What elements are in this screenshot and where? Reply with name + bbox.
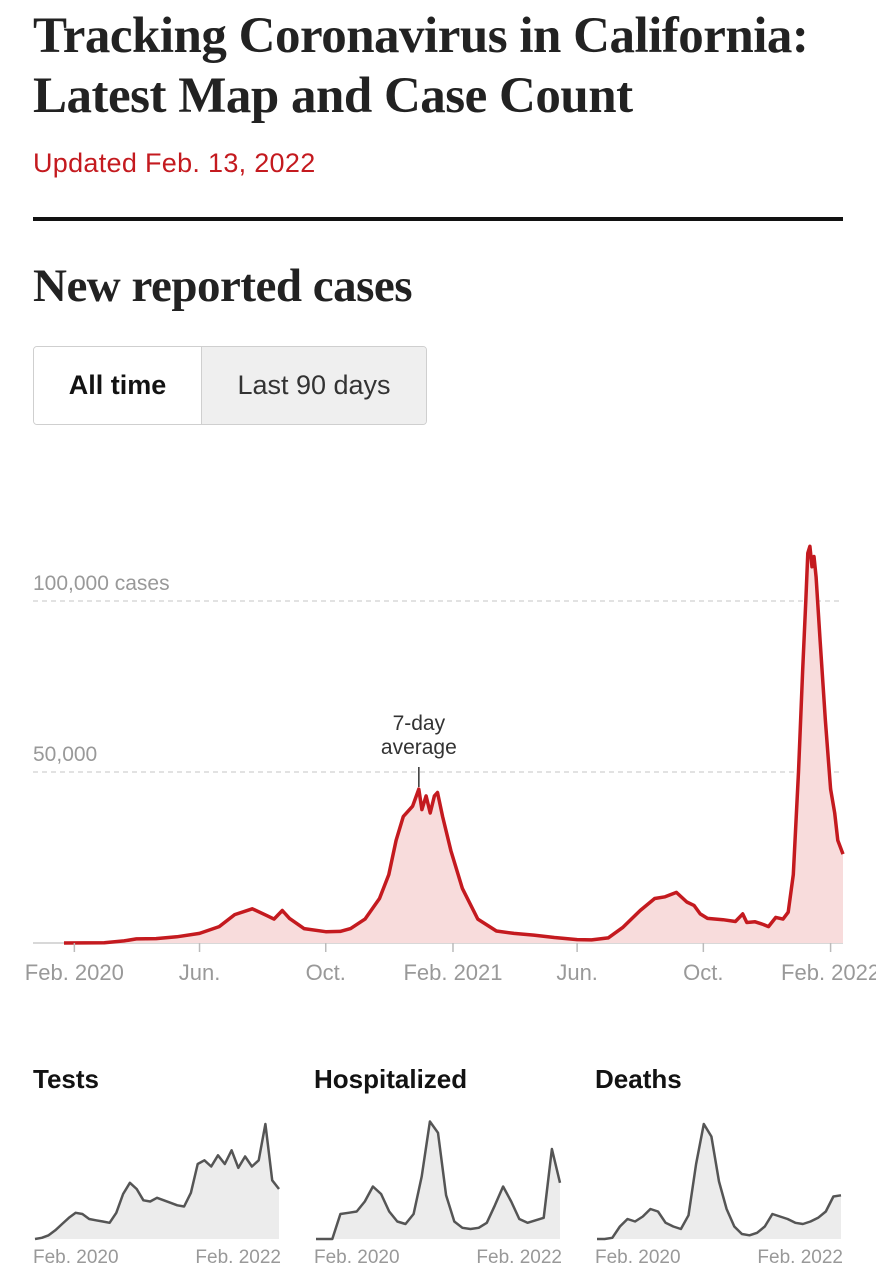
x-tick-label: Oct. <box>683 960 723 985</box>
headline-line-1: Tracking Coronavirus in California: <box>33 8 809 64</box>
deaths-title: Deaths <box>595 1064 682 1094</box>
deaths-sparkline: Feb. 2020 Feb. 2022 <box>595 1122 843 1268</box>
sparkline-area <box>316 1121 560 1239</box>
hospitalized-title: Hospitalized <box>314 1064 468 1094</box>
section-divider <box>33 217 843 221</box>
updated-timestamp: Updated Feb. 13, 2022 <box>33 148 316 178</box>
toggle-all-time[interactable]: All time <box>34 347 202 424</box>
sparkline-end-label: Feb. 2022 <box>757 1247 843 1268</box>
x-tick-label: Jun. <box>556 960 598 985</box>
tests-sparkline: Feb. 2020 Feb. 2022 <box>33 1122 281 1268</box>
sparkline-start-label: Feb. 2020 <box>314 1247 400 1268</box>
x-tick-label: Oct. <box>306 960 346 985</box>
toggle-last-90-days[interactable]: Last 90 days <box>202 347 426 424</box>
x-tick-label: Jun. <box>179 960 221 985</box>
headline: Tracking Coronavirus in California: Late… <box>33 6 853 126</box>
sparkline-area <box>35 1124 279 1239</box>
x-tick-label: Feb. 2020 <box>25 960 124 985</box>
time-range-toggle: All time Last 90 days <box>33 346 427 425</box>
headline-line-2: Latest Map and Case Count <box>33 68 633 124</box>
cases-chart: 100,000 cases 50,000 Feb. 2020 Jun. Oct. Feb.… <box>25 544 876 985</box>
y-tick-label: 100,000 cases <box>33 572 170 595</box>
sparkline-line <box>34 1122 280 1241</box>
tests-title: Tests <box>33 1064 99 1094</box>
x-tick-label: Feb. 2021 <box>403 960 502 985</box>
sparkline-start-label: Feb. 2020 <box>595 1247 681 1268</box>
sparkline-end-label: Feb. 2022 <box>476 1247 562 1268</box>
annotation-label-line2: average <box>381 736 457 759</box>
sparkline-line <box>316 1120 562 1241</box>
sparkline-line <box>597 1122 842 1241</box>
hospitalized-sparkline: Feb. 2020 Feb. 2022 <box>314 1120 562 1268</box>
sparkline-end-label: Feb. 2022 <box>195 1247 281 1268</box>
y-tick-label: 50,000 <box>33 743 97 766</box>
section-title: New reported cases <box>33 260 413 312</box>
cases-line <box>63 544 845 945</box>
annotation-label-line1: 7-day <box>393 712 446 735</box>
sparkline-start-label: Feb. 2020 <box>33 1247 119 1268</box>
x-tick-label: Feb. 2022 <box>781 960 876 985</box>
